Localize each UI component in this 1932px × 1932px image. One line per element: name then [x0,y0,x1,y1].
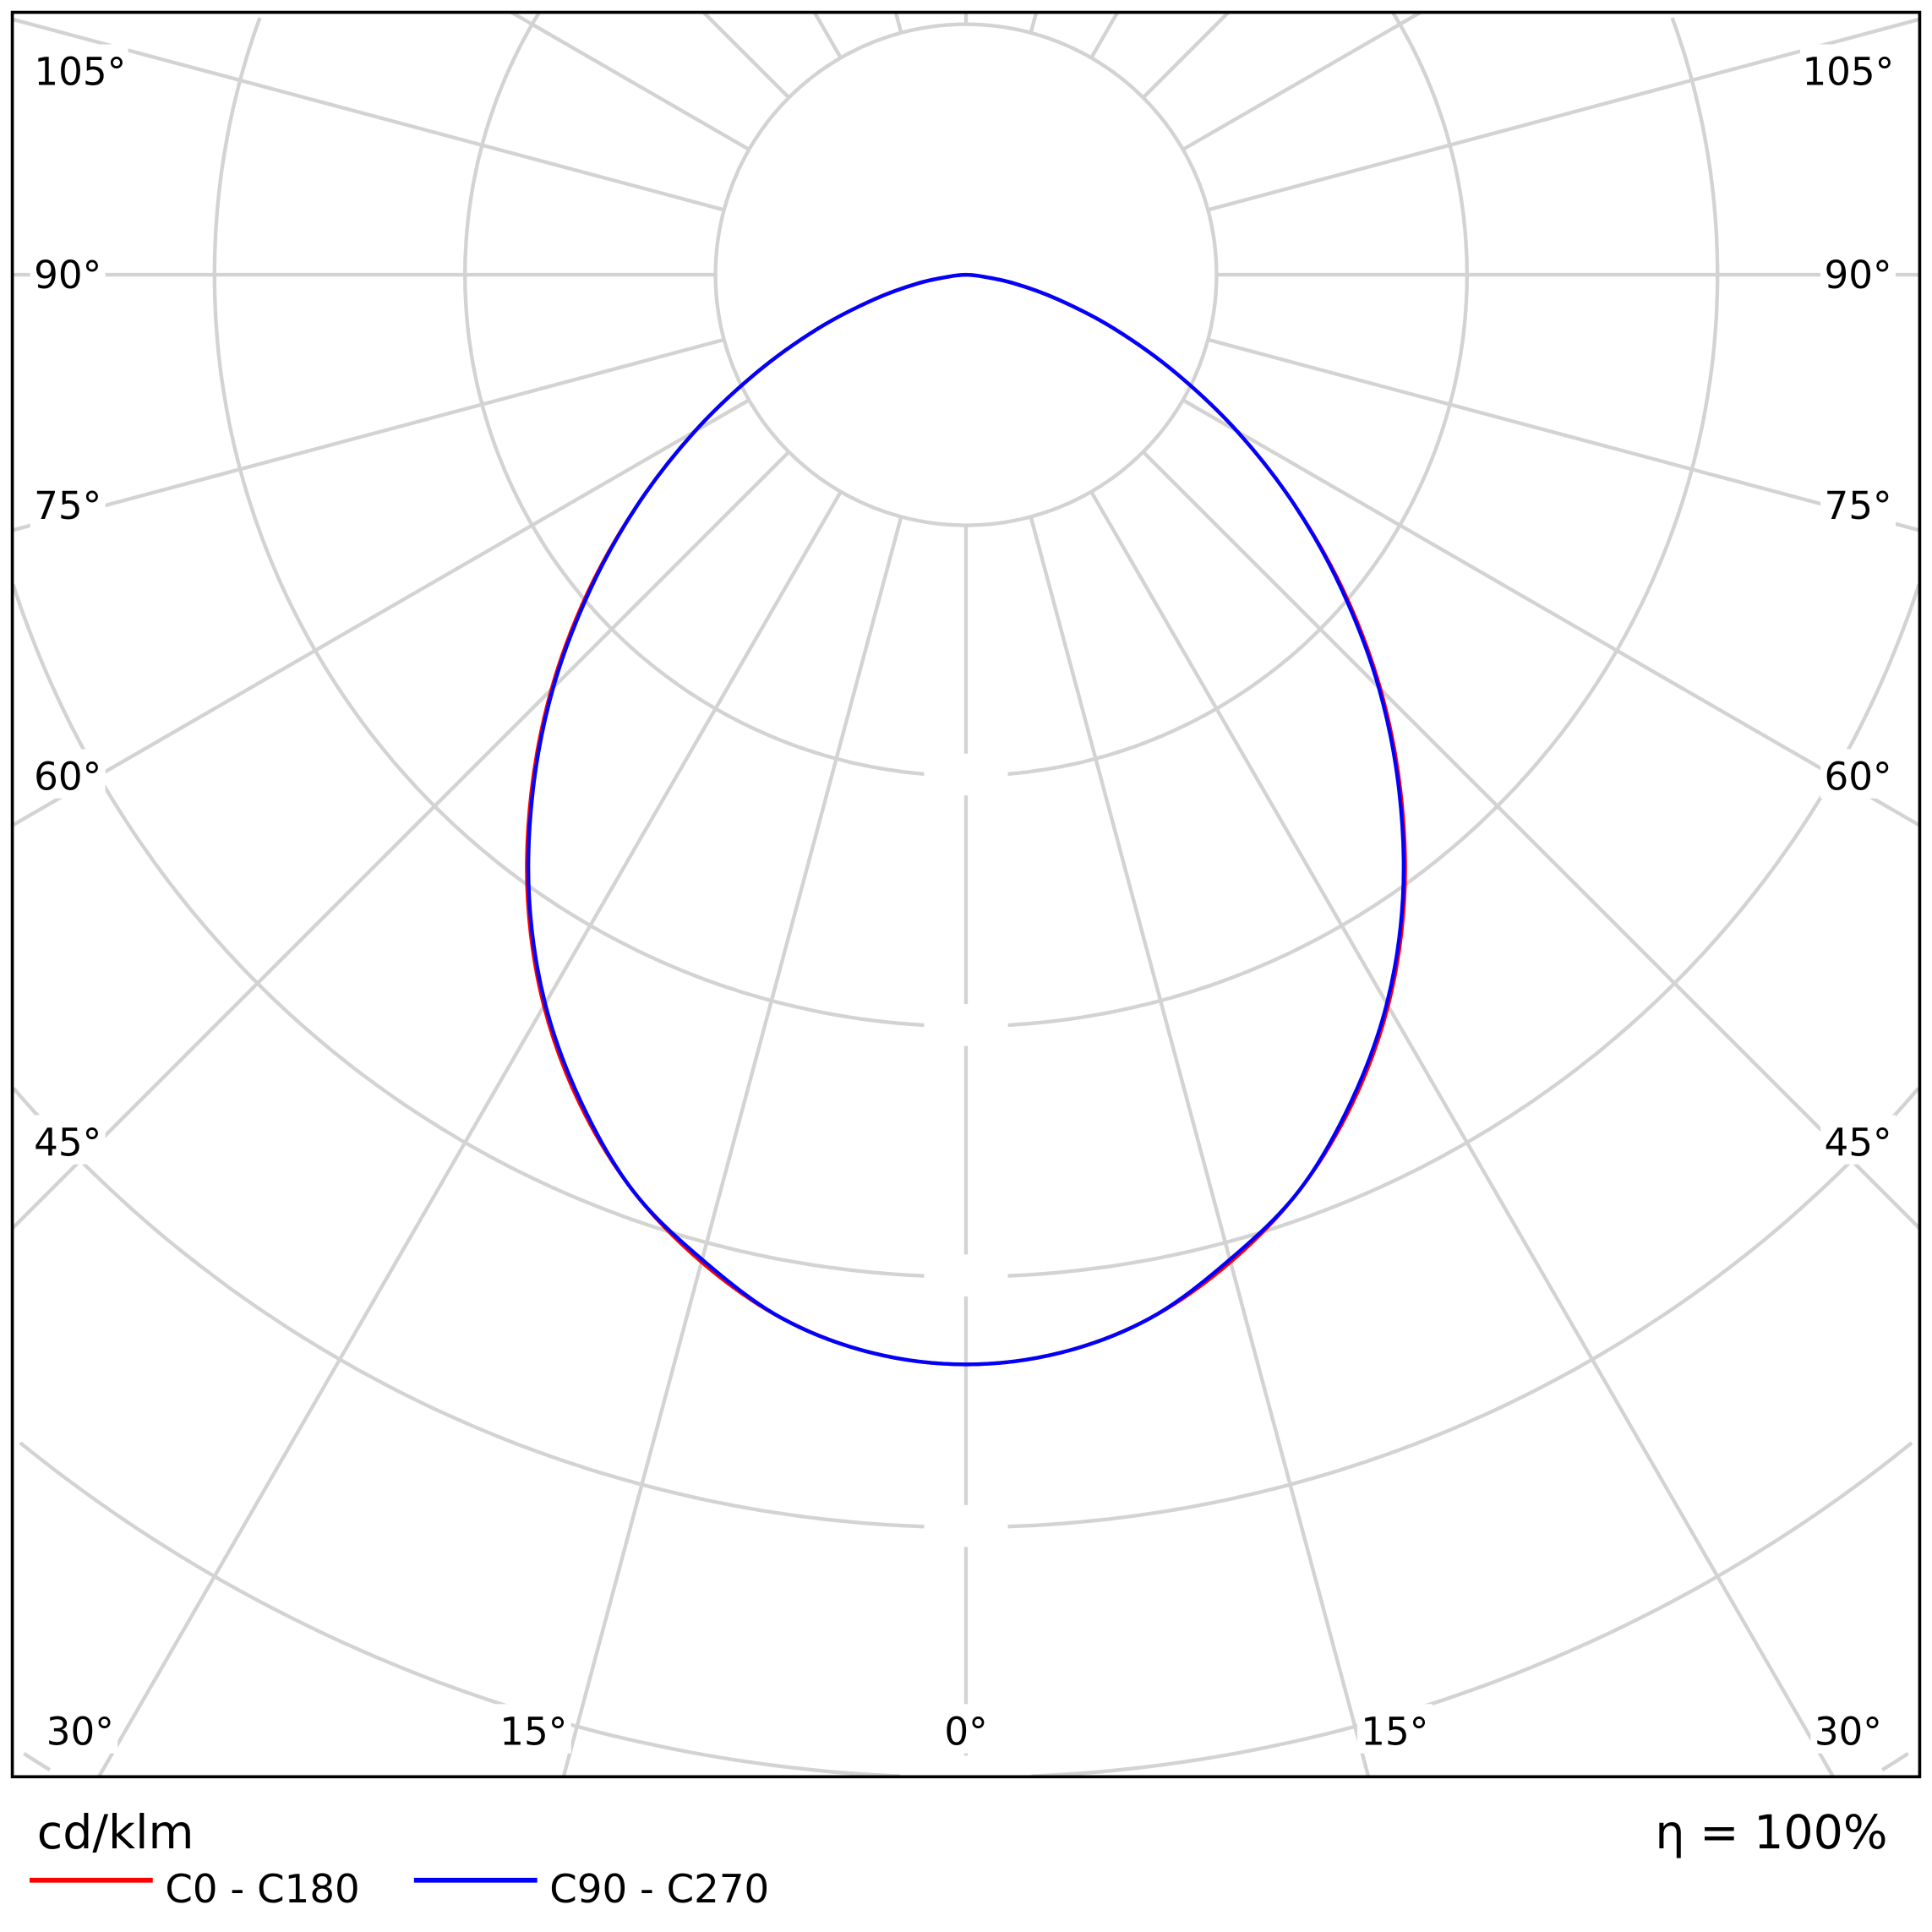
grid-spoke [1142,450,1921,1231]
angle-label: 105° [1802,50,1894,95]
grid-spoke [1029,12,1039,34]
plot-border [10,10,1922,1779]
angle-label-bg [1356,1704,1433,1754]
grid-spoke [1182,398,1921,827]
angle-label: 90° [34,253,101,297]
grid-spoke [1207,337,1920,532]
grid-spoke [11,398,750,827]
grid-ring [1391,12,1469,276]
grid-spoke [1142,11,1231,100]
angle-label: 75° [1824,483,1891,528]
grid-spoke [1029,516,1371,1777]
grid-ring [1670,17,1720,276]
angle-label-bg [30,248,106,297]
grid-spoke [893,12,903,34]
grid-ring [1880,1752,1909,1771]
grid-ring [23,1752,52,1771]
grid-ring [212,17,1720,1029]
angle-labels: 105° 90° 75° 60° 45° 30° 15° 15° 30° 45° 60° 75° 90°… [30,44,1897,1754]
angle-label: 105° [34,50,126,95]
legend-label-c0: C0 - C180 [165,1867,359,1913]
angle-label: 15° [1361,1709,1428,1754]
angle-label-bg [30,1115,106,1165]
angle-label-bg [1820,248,1896,297]
angle-label: 45° [34,1121,101,1165]
ring-label-box [924,1504,1008,1547]
grid-spoke [97,490,843,1778]
grid-ring [1031,1441,1913,1778]
grid-spoke [812,11,843,59]
angle-label-bg [495,1704,571,1754]
angle-label: 45° [1824,1121,1891,1165]
angle-label-bg [1820,478,1896,527]
ring-label-box [924,753,1008,796]
grid-ring [19,1441,901,1778]
angle-label: 30° [46,1709,114,1754]
angle-label: 60° [1824,755,1891,800]
curves [525,272,1407,1367]
efficiency-label: η = 100% [1655,1806,1887,1860]
ring-label-box [924,1254,1008,1297]
angle-label-bg [938,1704,994,1754]
grid-spoke [1182,10,1422,151]
angle-label: 0° [944,1709,987,1754]
unit-label: cd/klm [37,1806,194,1860]
angle-label-bg [42,1704,118,1754]
grid-spoke [510,10,750,151]
grid-spoke [561,516,903,1777]
angle-label-bg [1800,44,1897,94]
grid-spoke [701,11,790,100]
angle-label: 75° [34,483,101,528]
grid-ring [463,12,1469,778]
series-curve-1 [526,272,1406,1367]
ring-label-box [924,1004,1008,1046]
angle-label-bg [1820,1115,1896,1165]
angle-label-bg [1820,749,1896,799]
grid-spoke [12,337,725,532]
grid-spoke [12,17,725,212]
angle-label: 30° [1815,1709,1882,1754]
angle-label-bg [31,44,128,94]
grid-spoke [1089,490,1835,1778]
grid-spoke [1089,11,1120,59]
grid-spoke [11,450,790,1231]
angle-label: 15° [499,1709,567,1754]
legend-label-c90: C90 - C270 [549,1867,769,1913]
angle-label-bg [30,478,106,527]
legend: C0 - C180 C90 - C270 [29,1867,769,1913]
angle-label: 60° [34,755,101,800]
angle-label: 90° [1824,253,1891,297]
angle-label-bg [30,749,106,799]
angle-label-bg [1810,1704,1886,1754]
